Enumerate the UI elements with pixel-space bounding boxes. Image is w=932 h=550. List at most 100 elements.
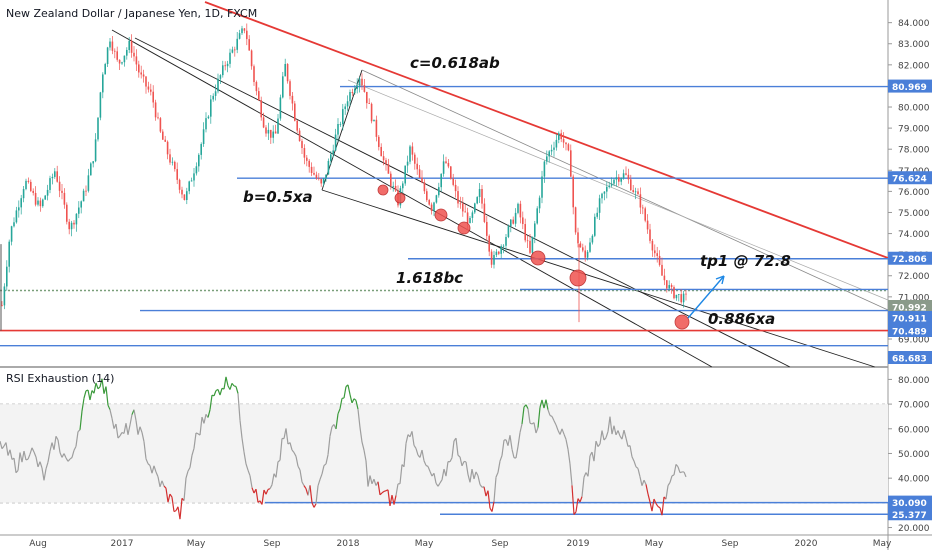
tp-label: tp1 @ 72.8: [700, 252, 791, 270]
candle-body: [229, 52, 231, 64]
candle-body: [596, 212, 598, 217]
rsi-segment: [115, 423, 119, 439]
candle-body: [58, 181, 61, 191]
rsi-segment: [425, 464, 429, 467]
candle-body: [205, 118, 207, 130]
rsi-segment: [367, 475, 371, 487]
rsi-segment: [17, 452, 21, 471]
rsi-segment: [117, 435, 121, 439]
rsi-segment: [631, 456, 635, 462]
rsi-segment: [129, 414, 133, 426]
rsi-segment: [75, 431, 79, 447]
candle-body: [142, 74, 145, 77]
candle-body: [613, 179, 615, 184]
rsi-segment: [135, 420, 139, 435]
candle-body: [402, 183, 404, 189]
rsi-segment: [297, 465, 301, 471]
rsi-segment: [469, 469, 473, 483]
rsi-segment: [125, 423, 129, 435]
rsi-segment: [33, 451, 37, 458]
candle-body: [658, 255, 661, 265]
rsi-segment: [377, 481, 381, 495]
rsi-tick-label: 60.000: [898, 425, 930, 435]
rsi-segment: [83, 390, 87, 399]
rsi-segment: [169, 493, 173, 498]
candle-body: [512, 219, 514, 224]
candle-body: [457, 191, 459, 204]
rsi-segment: [439, 479, 443, 484]
c-label: c=0.618ab: [410, 54, 500, 72]
rsi-segment: [239, 420, 243, 439]
channel-line-5: [347, 79, 889, 301]
rsi-segment: [295, 456, 299, 467]
rsi-segment: [285, 428, 289, 445]
rsi-segment: [501, 440, 505, 456]
rsi-segment: [465, 461, 469, 475]
price-tick-label: 80.000: [898, 104, 930, 114]
candle-body: [171, 161, 174, 163]
candle-body: [289, 81, 291, 96]
rsi-segment: [667, 482, 671, 486]
rsi-segment: [541, 399, 545, 409]
candle-body: [193, 173, 195, 181]
candle-body: [363, 85, 366, 92]
rsi-segment: [65, 457, 69, 462]
rsi-segment: [179, 498, 183, 520]
candle-body: [351, 92, 354, 94]
rsi-segment: [477, 475, 481, 485]
rsi-segment: [363, 449, 367, 462]
rsi-segment: [657, 506, 661, 509]
rsi-segment: [95, 382, 99, 390]
candle-body: [147, 86, 150, 90]
price-label-text: 70.992: [892, 304, 927, 314]
candle-body: [231, 49, 234, 53]
candle-body: [210, 99, 212, 117]
candle-body: [152, 91, 154, 103]
candle-body: [378, 136, 380, 147]
rsi-segment: [451, 440, 455, 458]
rsi-segment: [327, 436, 331, 455]
candle-body: [306, 157, 308, 161]
candle-body: [452, 178, 454, 185]
rsi-segment: [101, 378, 105, 394]
rsi-segment: [395, 483, 399, 496]
candle-body: [106, 47, 109, 65]
time-tick-label: May: [187, 539, 206, 549]
candle-body: [414, 154, 416, 164]
rsi-segment: [677, 466, 681, 473]
time-tick-label: 2017: [111, 539, 134, 549]
candle-body: [6, 266, 8, 287]
price-tick-label: 76.000: [898, 188, 930, 198]
rsi-segment: [549, 414, 553, 417]
candle-body: [241, 28, 243, 34]
rsi-segment: [153, 465, 157, 473]
rsi-segment: [625, 437, 629, 447]
rsi-segment: [267, 488, 271, 490]
candle-body: [308, 160, 310, 167]
candle-body: [166, 141, 169, 155]
candle-body: [68, 221, 70, 230]
candle-body: [111, 41, 114, 51]
candle-body: [123, 55, 126, 63]
candle-body: [579, 243, 582, 248]
rsi-segment: [355, 400, 359, 410]
rsi-segment: [475, 471, 479, 476]
rsi-segment: [13, 458, 17, 473]
rsi-segment: [323, 463, 327, 467]
rsi-segment: [563, 433, 567, 440]
touch-circle: [674, 314, 690, 330]
candle-body: [291, 95, 294, 104]
candle-body: [488, 235, 490, 252]
candle-body: [320, 179, 322, 184]
candle-body: [195, 166, 198, 174]
rsi-segment: [147, 463, 151, 467]
price-tick-label: 74.000: [898, 230, 930, 240]
rsi-segment: [155, 471, 159, 477]
rsi-segment: [243, 451, 247, 464]
rsi-label-text: 25.377: [892, 511, 927, 521]
rsi-segment: [189, 455, 193, 468]
price-label-box: [888, 311, 932, 324]
price-label-box: [888, 351, 932, 364]
candle-body: [565, 142, 567, 145]
time-tick-label: 2019: [567, 539, 590, 549]
